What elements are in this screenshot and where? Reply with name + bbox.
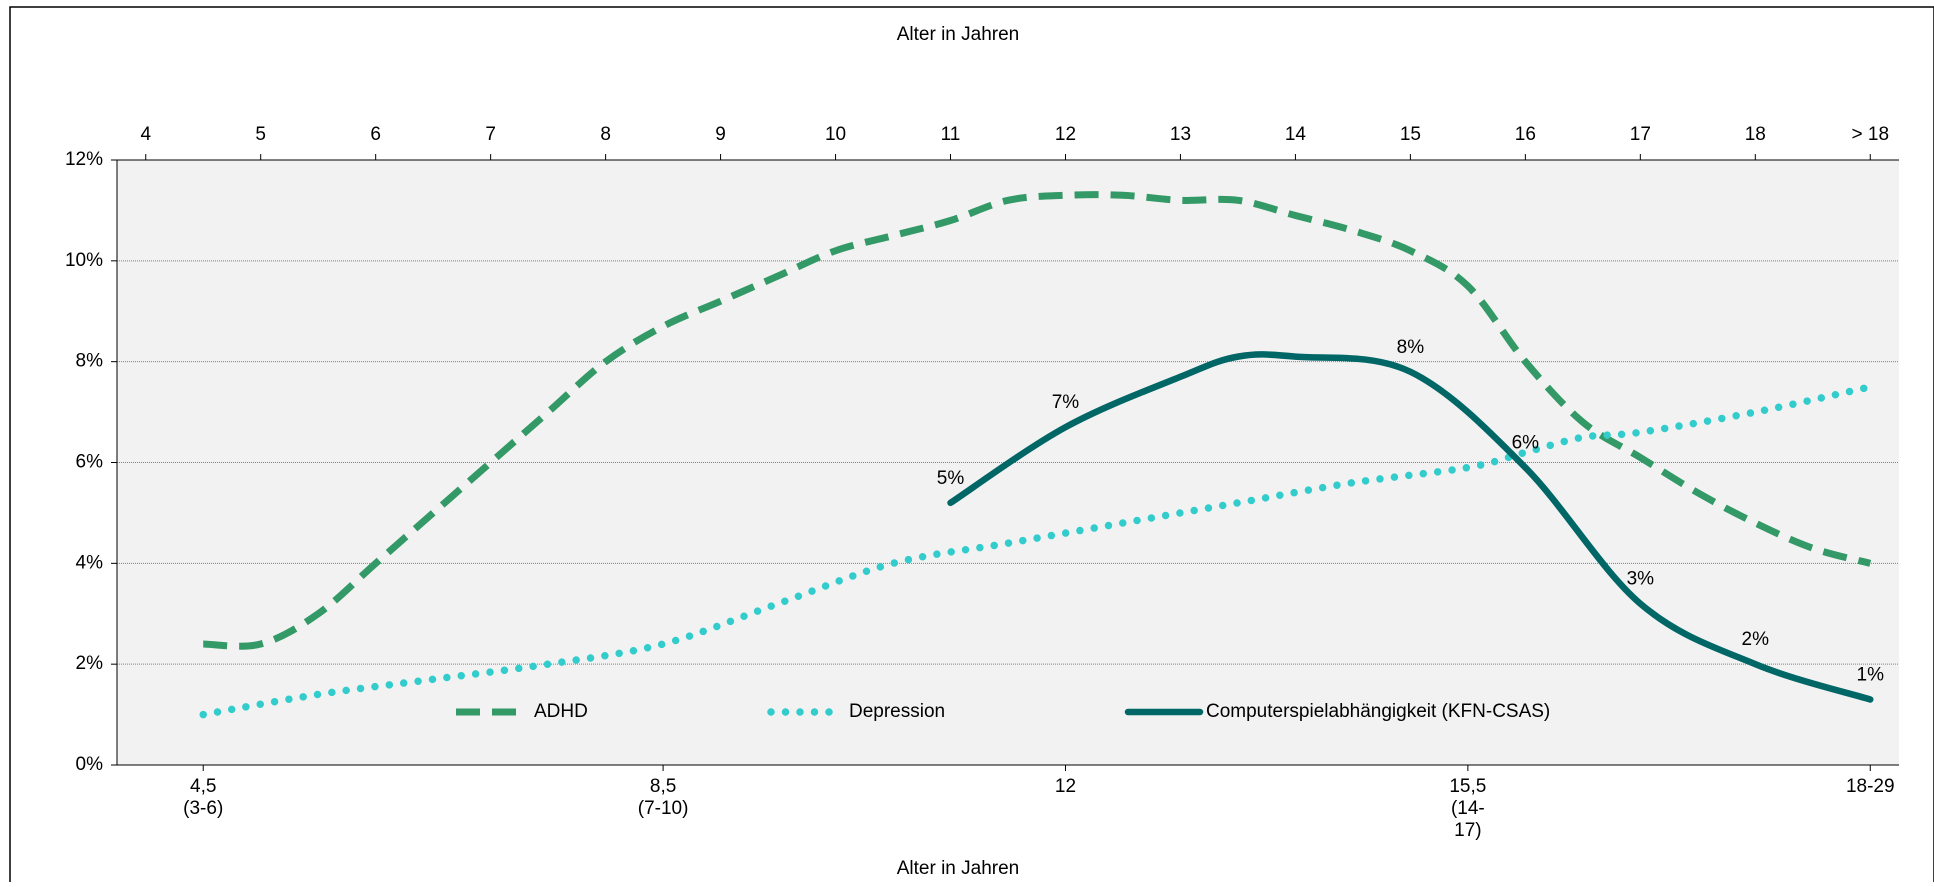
y-tick-label: 2%: [76, 653, 104, 674]
x-tick-label: 4,5 (3-6): [183, 776, 224, 819]
x-tick-label: 12: [1054, 776, 1077, 797]
y-tick-label: 8%: [76, 351, 104, 372]
y-tick-label: 4%: [76, 552, 104, 573]
line-series: [203, 191, 1872, 650]
x2-tick-label: 4: [140, 124, 151, 145]
y-tick-label: 0%: [76, 754, 104, 775]
data-label: 6%: [1512, 433, 1540, 454]
x2-tick-label: 13: [1170, 124, 1191, 145]
x2-tick-label: 17: [1630, 124, 1651, 145]
x-tick-label: 15,5 (14- 17): [1449, 776, 1487, 841]
data-label: 7%: [1052, 392, 1080, 413]
x2-tick-label: 7: [485, 124, 496, 145]
x2-tick-label: 15: [1400, 124, 1421, 145]
x2-tick-label: 16: [1515, 124, 1536, 145]
data-label: 8%: [1397, 337, 1425, 358]
x2-tick-label: 18: [1745, 124, 1766, 145]
y-tick-label: 6%: [76, 452, 104, 473]
x2-tick-label: > 18: [1852, 124, 1890, 145]
legend-label: ADHD: [534, 701, 588, 722]
x2-tick-label: 9: [715, 124, 726, 145]
x2-tick-label: 6: [370, 124, 381, 145]
data-label: 3%: [1627, 569, 1655, 590]
x-axis-title: Alter in Jahren: [897, 858, 1020, 879]
legend-label: Depression: [849, 701, 945, 722]
line-series: [199, 383, 1875, 719]
line-series: [947, 351, 1874, 703]
x2-tick-label: 12: [1055, 124, 1076, 145]
x2-tick-label: 11: [941, 124, 961, 145]
x2-axis-title: Alter in Jahren: [897, 24, 1020, 45]
y-tick-label: 12%: [65, 149, 103, 170]
data-label: 1%: [1857, 664, 1885, 685]
x2-tick-label: 8: [600, 124, 611, 145]
x2-tick-label: 10: [825, 124, 846, 145]
x-tick-label: 8,5 (7-10): [637, 776, 689, 819]
legend-label: Computerspielabhängigkeit (KFN-CSAS): [1206, 701, 1550, 722]
x2-tick-label: 5: [255, 124, 266, 145]
data-label: 5%: [937, 468, 965, 489]
y-tick-label: 10%: [65, 250, 103, 271]
x2-tick-label: 14: [1285, 124, 1307, 145]
data-label: 2%: [1742, 629, 1770, 650]
x-tick-label: 18-29: [1845, 776, 1895, 797]
